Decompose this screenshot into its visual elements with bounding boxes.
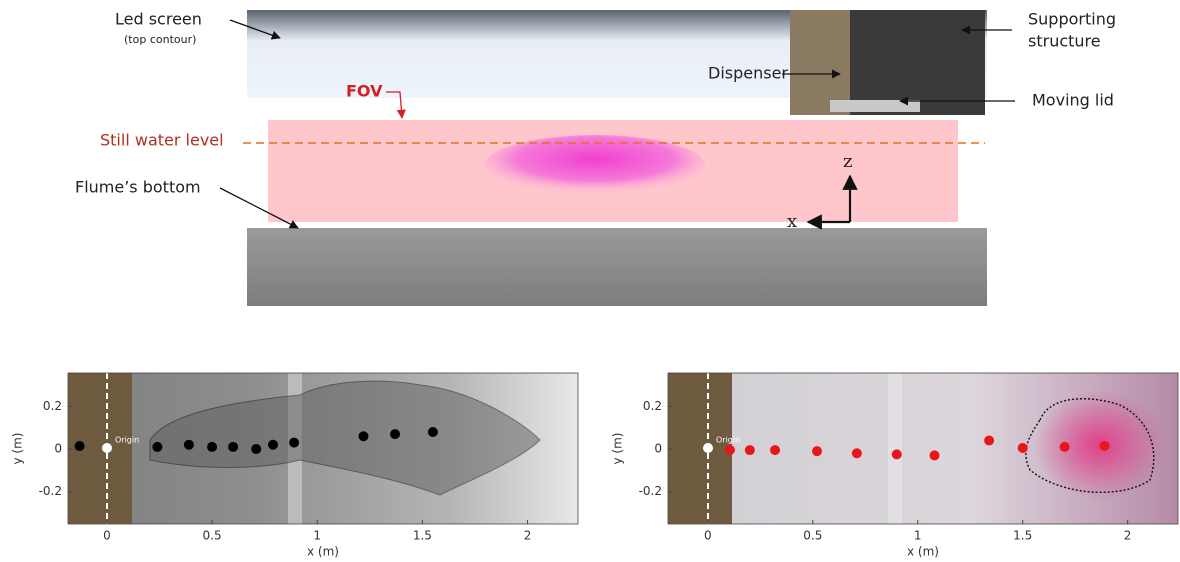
label: structure (1028, 32, 1101, 51)
axis-label: x (787, 211, 797, 232)
x-axis-title: x (m) (907, 545, 939, 559)
label: Flume’s bottom (75, 178, 201, 197)
point (770, 445, 780, 455)
point (930, 450, 940, 460)
point (1018, 443, 1028, 453)
point (152, 442, 162, 452)
page: Led screen (top contour) Supporting stru… (0, 0, 1180, 562)
point (892, 449, 902, 459)
point (207, 442, 217, 452)
y-tick-label: 0.2 (643, 399, 662, 413)
point (289, 438, 299, 448)
x-tick-label: 0.5 (803, 529, 822, 543)
point (1100, 441, 1110, 451)
point (268, 440, 278, 450)
x-tick-label: 1 (914, 529, 922, 543)
point (251, 444, 261, 454)
y-tick-label: 0 (654, 442, 662, 456)
x-tick-label: 2 (1124, 529, 1132, 543)
point (852, 448, 862, 458)
point (228, 442, 238, 452)
plume-photo-left (68, 373, 578, 524)
label-note: (top contour) (124, 33, 196, 46)
origin-label: Origin (716, 436, 740, 445)
point (428, 427, 438, 437)
axis-label: z (843, 151, 852, 172)
point (184, 440, 194, 450)
origin-label: Origin (115, 436, 139, 445)
figure: Led screen (top contour) Supporting stru… (0, 0, 1180, 562)
y-tick-label: 0.2 (43, 399, 62, 413)
flume-photo (243, 10, 987, 306)
label: Led screen (115, 10, 202, 29)
point (390, 429, 400, 439)
point (358, 431, 368, 441)
label: Still water level (100, 131, 224, 150)
label: Dispenser (708, 64, 788, 83)
x-tick-label: 1 (313, 529, 321, 543)
y-axis-title: y (m) (611, 433, 625, 465)
point (745, 445, 755, 455)
y-tick-label: -0.2 (39, 484, 62, 498)
label: FOV (346, 82, 383, 101)
point (984, 436, 994, 446)
x-tick-label: 0 (704, 529, 712, 543)
x-axis-title: x (m) (307, 545, 339, 559)
label: Moving lid (1032, 91, 1114, 110)
x-tick-label: 1.5 (1013, 529, 1032, 543)
point (75, 441, 85, 451)
y-tick-label: -0.2 (639, 484, 662, 498)
y-tick-label: 0 (54, 442, 62, 456)
label: Supporting (1028, 10, 1116, 29)
x-tick-label: 1.5 (413, 529, 432, 543)
x-tick-label: 0.5 (203, 529, 222, 543)
point (725, 445, 735, 455)
y-axis-title: y (m) (11, 433, 25, 465)
x-tick-label: 2 (524, 529, 532, 543)
point (1060, 442, 1070, 452)
point (812, 446, 822, 456)
x-tick-label: 0 (103, 529, 111, 543)
